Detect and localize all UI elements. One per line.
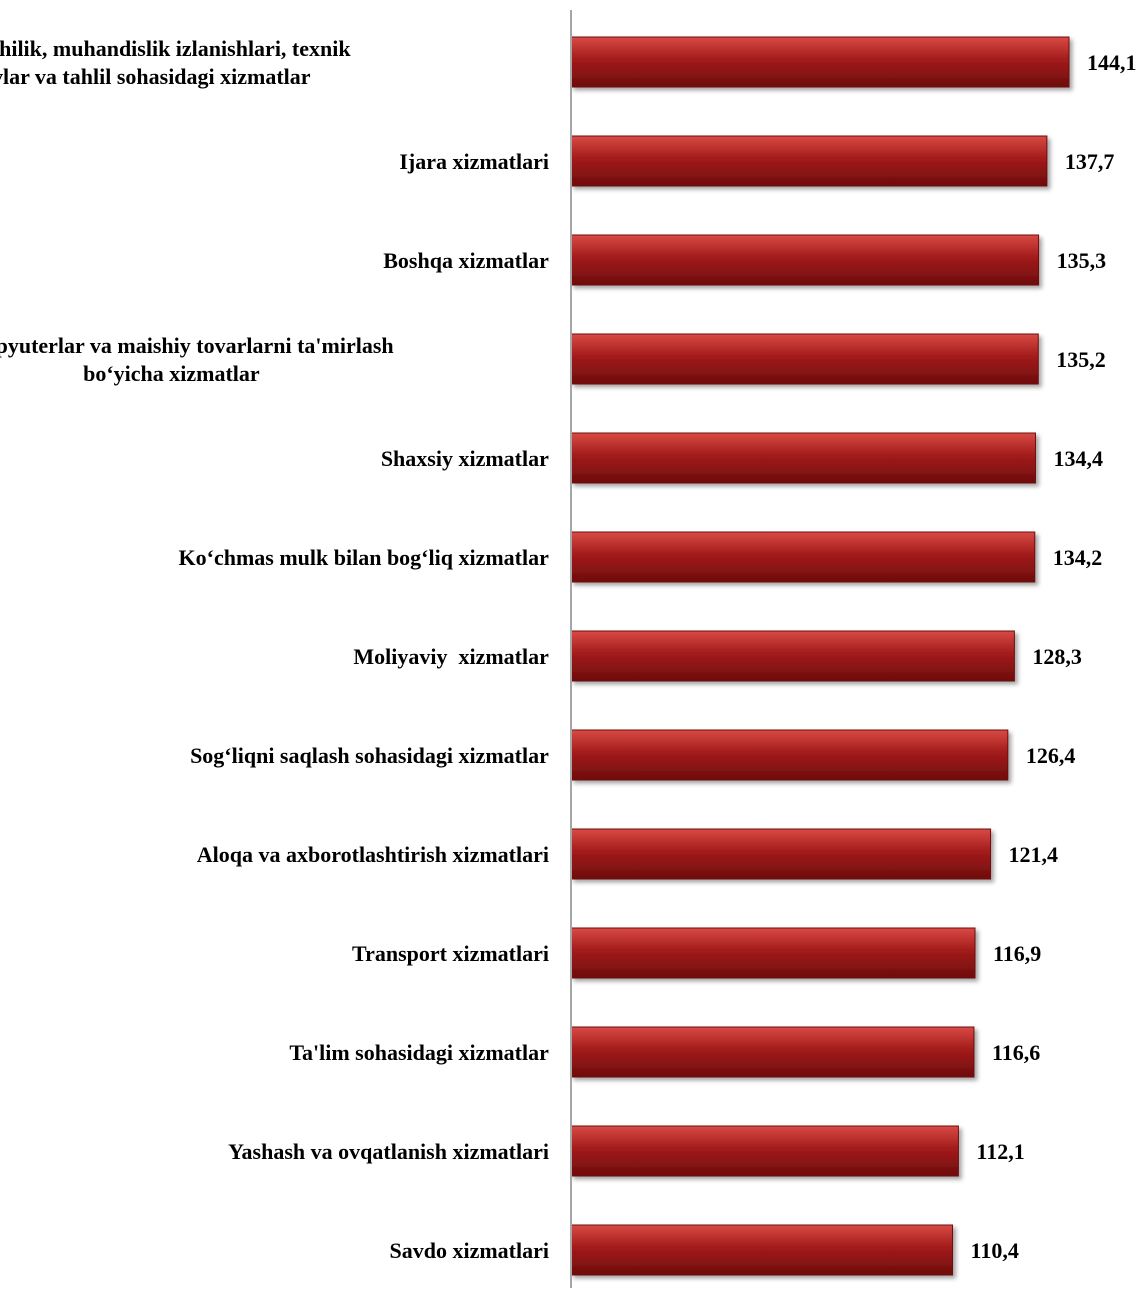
category-label-line: Ijara xizmatlari [399,149,549,174]
category-labels: Me'morchilik, muhandislik izlanishlari, … [0,36,549,1263]
category-label-line: Aloqa va axborotlashtirish xizmatlari [197,842,549,867]
bar-5 [570,531,1036,583]
value-label-1: 137,7 [1065,149,1115,174]
value-label-12: 110,4 [971,1238,1019,1263]
value-label-7: 126,4 [1026,743,1076,768]
value-label-10: 116,6 [992,1040,1040,1065]
value-label-3: 135,2 [1056,347,1106,372]
category-label-6: Moliyaviy xizmatlar [353,644,549,669]
value-label-4: 134,4 [1053,446,1103,471]
category-label-1: Ijara xizmatlari [399,149,549,174]
bar-1 [570,135,1048,187]
value-label-2: 135,3 [1057,248,1107,273]
bar-7 [570,729,1009,781]
bar-2 [570,234,1040,286]
category-label-4: Shaxsiy xizmatlar [381,446,549,471]
bar-6 [570,630,1015,682]
category-label-line: Me'morchilik, muhandislik izlanishlari, … [0,36,351,61]
bar-11 [570,1125,959,1177]
category-label-11: Yashash va ovqatlanish xizmatlari [228,1139,549,1164]
value-label-6: 128,3 [1032,644,1082,669]
value-label-8: 121,4 [1009,842,1059,867]
category-label-2: Boshqa xizmatlar [383,248,549,273]
category-label-12: Savdo xizmatlari [390,1238,550,1263]
category-label-9: Transport xizmatlari [352,941,549,966]
bar-3 [570,333,1039,385]
category-label-line: Boshqa xizmatlar [383,248,549,273]
category-label-line: Shaxsiy xizmatlar [381,446,549,471]
category-label-line: Ta'lim sohasidagi xizmatlar [289,1040,549,1065]
category-label-line: sinovlar va tahlil sohasidagi xizmatlar [0,64,311,89]
category-label-line: Kompyuterlar va maishiy tovarlarni ta'mi… [0,333,394,358]
category-label-line: Moliyaviy xizmatlar [353,644,549,669]
bar-8 [570,828,992,880]
category-label-7: Sog‘liqni saqlash sohasidagi xizmatlar [190,743,549,768]
category-label-3: Kompyuterlar va maishiy tovarlarni ta'mi… [0,333,394,386]
value-label-9: 116,9 [993,941,1041,966]
category-label-line: Sog‘liqni saqlash sohasidagi xizmatlar [190,743,549,768]
value-label-0: 144,1 [1087,50,1137,75]
category-label-line: Savdo xizmatlari [390,1238,550,1263]
category-label-line: Transport xizmatlari [352,941,549,966]
bar-9 [570,927,976,979]
bars-layer [570,36,1070,1276]
category-label-5: Ko‘chmas mulk bilan bog‘liq xizmatlar [179,545,550,570]
bar-0 [570,36,1070,88]
category-label-10: Ta'lim sohasidagi xizmatlar [289,1040,549,1065]
value-label-5: 134,2 [1053,545,1103,570]
bar-12 [570,1224,954,1276]
value-labels: 144,1 137,7 135,3 135,2 134,4 134,2 128,3 126,4… [971,50,1137,1263]
bar-10 [570,1026,975,1078]
category-label-line: bo‘yicha xizmatlar [83,361,260,386]
category-label-0: Me'morchilik, muhandislik izlanishlari, … [0,36,351,89]
value-label-11: 112,1 [976,1139,1024,1164]
category-label-8: Aloqa va axborotlashtirish xizmatlari [197,842,549,867]
bar-4 [570,432,1036,484]
category-label-line: Yashash va ovqatlanish xizmatlari [228,1139,549,1164]
category-label-line: Ko‘chmas mulk bilan bog‘liq xizmatlar [179,545,550,570]
